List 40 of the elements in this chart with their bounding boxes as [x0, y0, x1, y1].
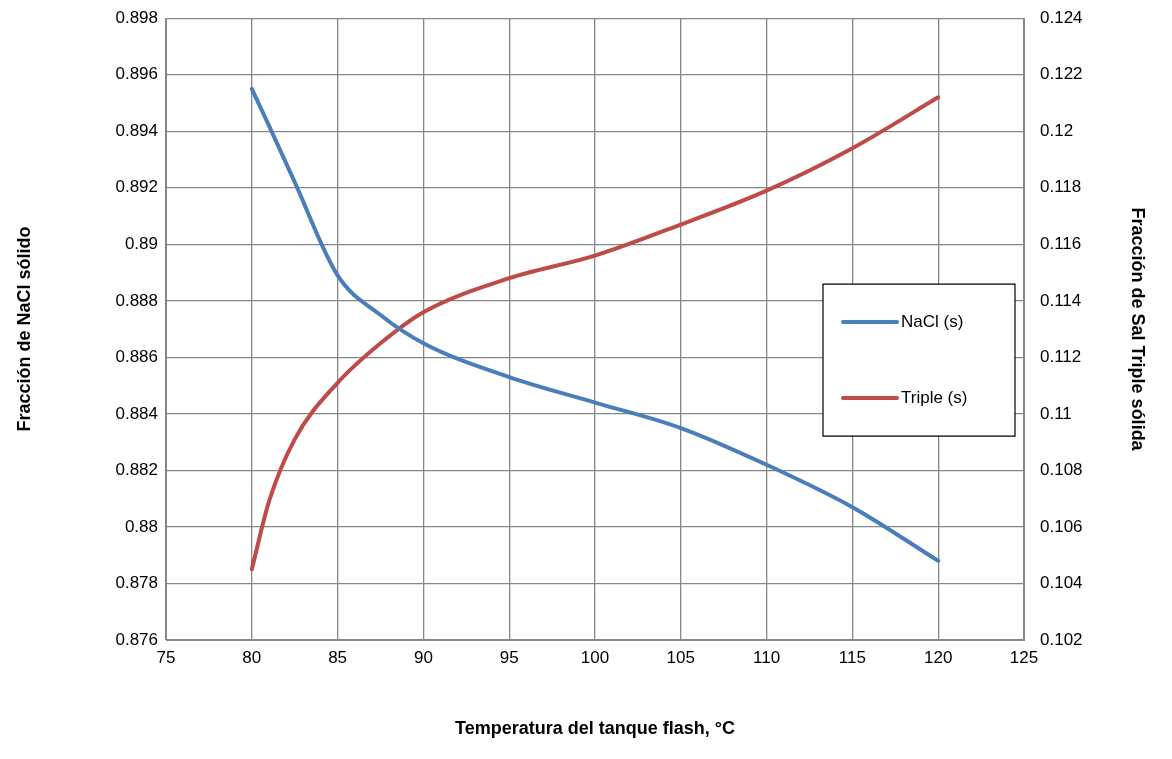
y-tick-label: 0.89: [124, 234, 158, 253]
y-axis-title: Fracción de NaCl sólido: [13, 226, 34, 432]
x-tick-label: 115: [838, 647, 866, 667]
y2-tick-label: 0.114: [1040, 290, 1082, 310]
y2-tick-label: 0.106: [1040, 516, 1083, 536]
legend-label: Triple (s): [901, 387, 968, 407]
y2-tick-label: 0.104: [1040, 573, 1083, 593]
y2-tick-label: 0.122: [1040, 64, 1083, 84]
y-tick-label: 0.894: [115, 120, 158, 140]
legend-label: NaCl (s): [901, 311, 964, 331]
x-tick-label: 85: [328, 647, 348, 667]
x-tick-label: 120: [924, 647, 953, 667]
x-tick-label: 100: [580, 647, 610, 667]
y2-tick-label: 0.116: [1040, 234, 1082, 253]
y2-tick-label: 0.108: [1040, 460, 1083, 480]
y-tick-label: 0.884: [115, 403, 158, 423]
y-tick-label: 0.882: [115, 460, 158, 480]
y2-tick-label: 0.11: [1040, 403, 1072, 423]
y2-tick-label: 0.118: [1040, 177, 1082, 197]
y-tick-label: 0.886: [115, 347, 158, 367]
y2-tick-label: 0.102: [1040, 629, 1083, 649]
y-tick-label: 0.876: [115, 629, 158, 649]
y2-tick-label: 0.124: [1040, 7, 1083, 27]
y2-tick-label: 0.12: [1040, 120, 1074, 140]
y2-tick-label: 0.112: [1040, 347, 1082, 367]
x-tick-label: 75: [156, 647, 176, 667]
y2-axis-title: Fracción de Sal Triple sólida: [1128, 207, 1149, 452]
y-tick-label: 0.878: [115, 573, 158, 593]
y-tick-label: 0.88: [124, 516, 158, 536]
x-axis-title: Temperatura del tanque flash, °C: [455, 718, 735, 739]
x-tick-label: 110: [753, 647, 781, 667]
x-tick-label: 90: [413, 647, 433, 667]
y-tick-label: 0.896: [115, 64, 158, 84]
y-tick-label: 0.892: [115, 177, 158, 197]
x-tick-label: 125: [1009, 647, 1039, 667]
x-tick-label: 105: [666, 647, 695, 667]
x-tick-label: 80: [242, 647, 262, 667]
x-tick-label: 95: [499, 647, 519, 667]
y-tick-label: 0.898: [115, 7, 158, 27]
y-tick-label: 0.888: [115, 290, 158, 310]
